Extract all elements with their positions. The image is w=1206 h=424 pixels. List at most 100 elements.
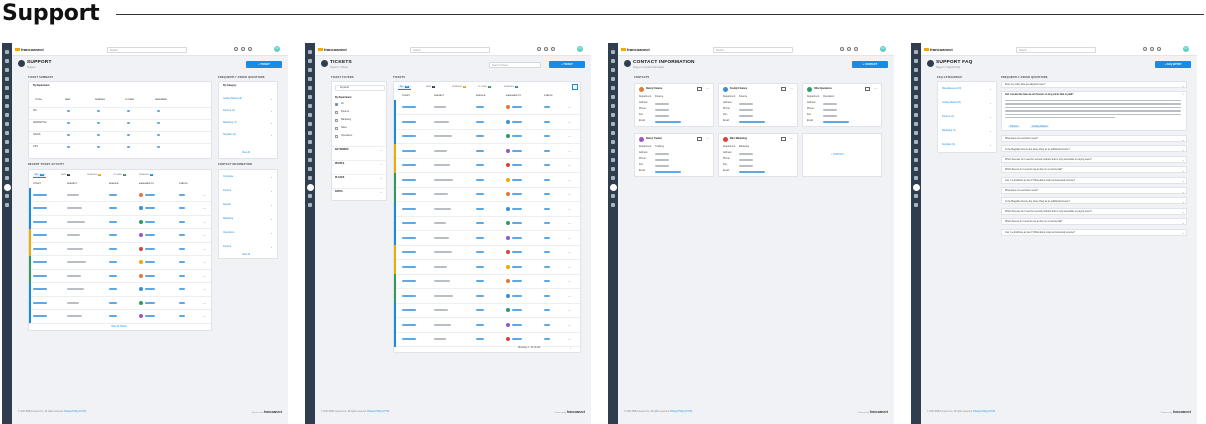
assignee-name[interactable] bbox=[512, 251, 522, 254]
faq-category-link[interactable]: Marketing (7) bbox=[942, 130, 956, 132]
chevron-right-icon[interactable]: › bbox=[271, 175, 272, 179]
faq-category-link[interactable]: Getting Started (3) bbox=[942, 102, 961, 104]
table-row[interactable]: ⋯ bbox=[394, 303, 580, 318]
sidebar-nav-icon[interactable] bbox=[5, 122, 9, 126]
sidebar-nav-icon[interactable] bbox=[308, 68, 312, 72]
contact-field-value[interactable] bbox=[739, 120, 765, 123]
faq-question[interactable]: Which license do I need to use an item i… bbox=[1005, 169, 1063, 172]
sidebar-nav-icon[interactable] bbox=[611, 104, 615, 108]
sidebar-nav-icon[interactable] bbox=[5, 95, 9, 99]
sidebar-nav-icon[interactable] bbox=[914, 77, 918, 81]
summary-value[interactable] bbox=[157, 134, 160, 136]
sidebar-nav-icon[interactable] bbox=[5, 86, 9, 90]
sidebar-nav-icon[interactable] bbox=[611, 68, 615, 72]
chevron-right-icon[interactable]: › bbox=[990, 143, 991, 147]
table-row[interactable]: ⋯ bbox=[29, 269, 211, 283]
sidebar-nav-icon[interactable] bbox=[914, 203, 918, 207]
footer-links[interactable]: Privacy Policy & TOS bbox=[64, 411, 86, 413]
summary-value[interactable] bbox=[67, 134, 70, 136]
row-menu-icon[interactable]: ⋯ bbox=[568, 235, 571, 240]
ticket-id[interactable] bbox=[402, 309, 416, 312]
ticket-id[interactable] bbox=[33, 247, 47, 250]
chevron-right-icon[interactable]: › bbox=[271, 245, 272, 249]
faq-item[interactable]: Can I re-distribute an item? What about … bbox=[1001, 176, 1187, 184]
row-menu-icon[interactable]: ⋯ bbox=[568, 322, 571, 327]
ticket-id[interactable] bbox=[33, 261, 47, 264]
footer-links[interactable]: Privacy Policy & TOS bbox=[670, 411, 692, 413]
ticket-id[interactable] bbox=[33, 301, 47, 304]
table-row[interactable]: ⋯ bbox=[29, 242, 211, 256]
sidebar-nav-icon[interactable] bbox=[308, 203, 312, 207]
row-menu-icon[interactable]: ⋯ bbox=[203, 192, 206, 197]
department-checkbox[interactable] bbox=[335, 103, 338, 106]
sidebar-nav-icon[interactable] bbox=[912, 183, 920, 191]
contact-field-value[interactable] bbox=[823, 120, 849, 123]
view-all-link[interactable]: View All bbox=[242, 152, 251, 154]
faq-item[interactable]: Does my order date get adjusted once? ⌄ bbox=[1001, 81, 1187, 88]
sidebar-nav-icon[interactable] bbox=[914, 104, 918, 108]
sidebar-nav-icon[interactable] bbox=[5, 194, 9, 198]
row-menu-icon[interactable]: ⋯ bbox=[568, 192, 571, 197]
assignee-name[interactable] bbox=[512, 178, 522, 181]
sidebar-nav-icon[interactable] bbox=[5, 167, 9, 171]
chevron-right-icon[interactable]: › bbox=[271, 133, 272, 137]
faq-question[interactable]: Can I re-distribute an item? What about … bbox=[1005, 179, 1075, 182]
ticket-id[interactable] bbox=[33, 315, 47, 318]
sidebar-nav-icon[interactable] bbox=[5, 59, 9, 63]
table-row[interactable]: ⋯ bbox=[394, 274, 580, 289]
contact-link[interactable]: Corporate bbox=[223, 176, 234, 178]
tab-closed[interactable]: CLOSED 2 bbox=[476, 85, 493, 90]
toolbar-icon[interactable] bbox=[1157, 46, 1161, 51]
table-row[interactable]: ⋯ bbox=[394, 187, 580, 202]
assignee-name[interactable] bbox=[145, 247, 155, 250]
contact-link[interactable]: Marketing bbox=[223, 218, 234, 220]
global-search-input[interactable]: Search bbox=[713, 46, 793, 53]
chevron-down-icon[interactable]: ⌄ bbox=[380, 162, 383, 166]
chevron-down-icon[interactable]: ⌄ bbox=[1182, 189, 1185, 194]
row-menu-icon[interactable]: ⋯ bbox=[203, 273, 206, 278]
chevron-down-icon[interactable]: ⌄ bbox=[1182, 179, 1185, 184]
tab-pending[interactable]: PENDING 2 bbox=[502, 85, 520, 90]
chevron-down-icon[interactable]: ⌄ bbox=[1182, 168, 1185, 173]
chevron-right-icon[interactable]: › bbox=[990, 115, 991, 119]
faq-item-expanded[interactable]: Can I review the loan we am forever on a… bbox=[1001, 91, 1187, 131]
faq-question[interactable]: What does non-exclusive mean? bbox=[1005, 190, 1039, 193]
contact-field-value[interactable] bbox=[655, 170, 681, 173]
ticket-id[interactable] bbox=[33, 288, 47, 291]
ticket-id[interactable] bbox=[402, 135, 416, 138]
sidebar-nav-icon[interactable] bbox=[5, 113, 9, 117]
ticket-id[interactable] bbox=[402, 193, 416, 196]
toolbar-icon[interactable] bbox=[234, 46, 238, 51]
more-icon[interactable]: ⋯ bbox=[706, 136, 709, 140]
row-menu-icon[interactable]: ⋯ bbox=[568, 250, 571, 255]
table-row[interactable]: ⋯ bbox=[394, 201, 580, 216]
row-menu-icon[interactable]: ⋯ bbox=[568, 148, 571, 153]
table-row[interactable]: ⋯ bbox=[394, 245, 580, 260]
tab-all[interactable]: ALL 10 bbox=[33, 173, 47, 178]
chevron-down-icon[interactable]: ⌄ bbox=[380, 176, 383, 180]
primary-action-button[interactable]: + TICKET bbox=[549, 61, 585, 68]
summary-value[interactable] bbox=[67, 146, 70, 148]
faq-category-link[interactable]: Finance (4) bbox=[223, 110, 235, 112]
toolbar-icon[interactable] bbox=[537, 46, 541, 51]
filter-group-dates[interactable]: DATES bbox=[335, 191, 343, 193]
row-menu-icon[interactable]: ⋯ bbox=[203, 287, 206, 292]
ticket-id[interactable] bbox=[402, 149, 416, 152]
summary-value[interactable] bbox=[127, 110, 130, 112]
sidebar-nav-icon[interactable] bbox=[308, 158, 312, 162]
sidebar-nav-icon[interactable] bbox=[308, 140, 312, 144]
sidebar-nav-icon[interactable] bbox=[611, 149, 615, 153]
ticket-id[interactable] bbox=[402, 106, 416, 109]
global-search-input[interactable]: Search bbox=[1016, 46, 1096, 53]
row-menu-icon[interactable]: ⋯ bbox=[568, 134, 571, 139]
table-row[interactable]: ⋯ bbox=[394, 317, 580, 332]
more-icon[interactable]: ⋯ bbox=[790, 86, 793, 90]
ticket-id[interactable] bbox=[402, 280, 416, 283]
sidebar-nav-icon[interactable] bbox=[914, 158, 918, 162]
tab-pending[interactable]: PENDING 3 bbox=[85, 173, 103, 178]
table-row[interactable]: ⋯ bbox=[29, 255, 211, 269]
assignee-name[interactable] bbox=[512, 135, 522, 138]
row-menu-icon[interactable]: ⋯ bbox=[568, 293, 571, 298]
sidebar-nav-icon[interactable] bbox=[308, 167, 312, 171]
row-menu-icon[interactable]: ⋯ bbox=[203, 246, 206, 251]
